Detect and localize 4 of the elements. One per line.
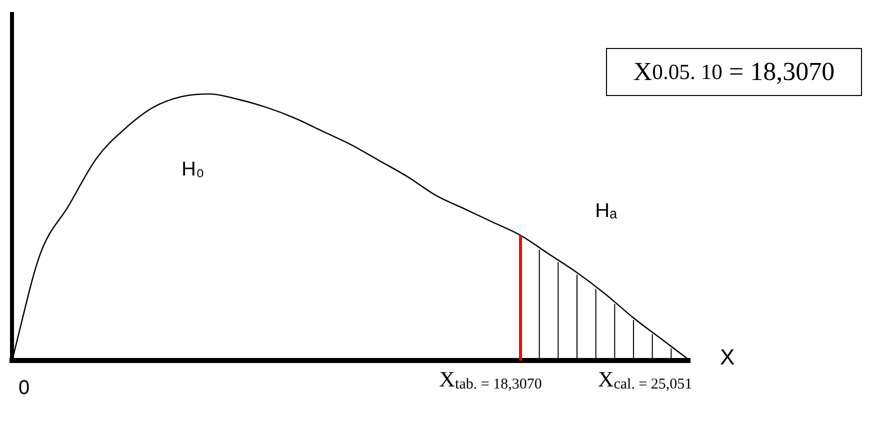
text: 0 (18, 377, 30, 400)
annotation: H₀ (182, 158, 204, 180)
annotation: Hₐ (595, 200, 618, 222)
x-axis-title: X (720, 344, 735, 370)
